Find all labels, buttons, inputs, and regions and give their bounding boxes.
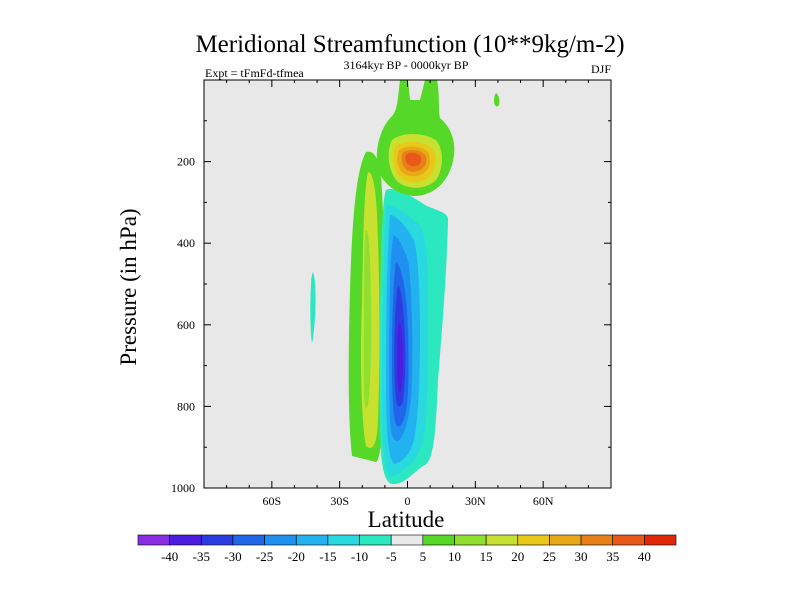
- chart-title: Meridional Streamfunction (10**9kg/m-2): [195, 31, 624, 58]
- x-axis-title: Latitude: [368, 507, 445, 532]
- y-tick-label: 200: [177, 155, 195, 169]
- colorbar-swatch: [200, 534, 234, 546]
- colorbar-swatch: [390, 534, 424, 546]
- colorbar-swatch: [232, 534, 265, 546]
- colorbar-label: 20: [511, 549, 524, 564]
- colorbar-label: 35: [606, 549, 619, 564]
- colorbar-swatch: [169, 534, 202, 546]
- upper-positive-35: [405, 153, 422, 167]
- colorbar-label: 5: [420, 549, 427, 564]
- colorbar-label: -40: [161, 549, 178, 564]
- colorbar-swatch: [580, 534, 614, 546]
- x-tick-label: 60N: [533, 494, 554, 508]
- weak-positive-spot: [494, 93, 500, 107]
- x-tick-label: 0: [405, 494, 411, 508]
- colorbar-swatch: [454, 534, 487, 546]
- colorbar-swatch: [485, 534, 519, 546]
- colorbar-label: -15: [319, 549, 336, 564]
- weak-negative-spot: [310, 272, 316, 343]
- y-tick-label: 1000: [171, 481, 195, 495]
- negative-cell-35: [397, 320, 403, 392]
- colorbar-label: -20: [288, 549, 305, 564]
- colorbar-label: -5: [386, 549, 397, 564]
- colorbar-swatch: [327, 534, 360, 546]
- center-subtitle: 3164kyr BP - 0000kyr BP: [344, 58, 469, 72]
- contour-layer: [310, 80, 500, 485]
- left-subtitle: Expt = tFmFd-tfmea: [205, 66, 304, 80]
- colorbar-label: -35: [193, 549, 210, 564]
- y-axis-title: Pressure (in hPa): [116, 208, 141, 365]
- colorbar-swatch: [612, 534, 645, 546]
- colorbar-label: 15: [480, 549, 493, 564]
- colorbar-label: -10: [351, 549, 368, 564]
- colorbar-label: 30: [575, 549, 588, 564]
- colorbar-label: 25: [543, 549, 556, 564]
- x-tick-label: 30N: [465, 494, 486, 508]
- x-tick-label: 60S: [262, 494, 281, 508]
- y-tick-label: 400: [177, 236, 195, 250]
- y-tick-label: 600: [177, 318, 195, 332]
- colorbar-label: 10: [448, 549, 461, 564]
- x-tick-label: 30S: [330, 494, 349, 508]
- colorbar: -40 -35 -30 -25 -20 -15 -10 -5 5 10 15 20 25 30 35 40: [137, 534, 677, 564]
- colorbar-label: -25: [256, 549, 273, 564]
- colorbar-swatch: [295, 534, 329, 546]
- colorbar-label: 40: [638, 549, 651, 564]
- colorbar-swatch: [422, 534, 455, 546]
- right-subtitle: DJF: [591, 62, 611, 76]
- colorbar-swatch: [549, 534, 582, 546]
- colorbar-label: -30: [224, 549, 241, 564]
- colorbar-swatch: [264, 534, 297, 546]
- colorbar-swatch: [644, 534, 677, 546]
- colorbar-swatch: [137, 534, 170, 546]
- colorbar-swatch: [359, 534, 392, 546]
- sh-positive-cell-core: [363, 230, 371, 409]
- colorbar-swatch: [517, 534, 550, 546]
- axes: 60S 30S 0 30N 60N 200 400 600 800 1000: [171, 80, 611, 508]
- y-tick-label: 800: [177, 399, 195, 413]
